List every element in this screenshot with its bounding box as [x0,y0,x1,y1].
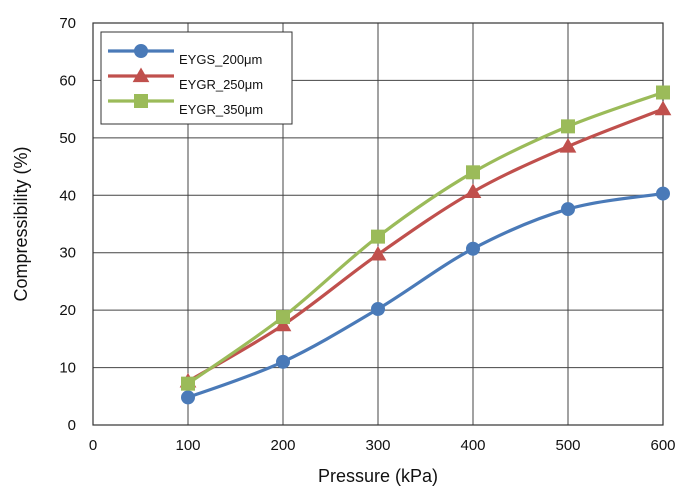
y-tick-label: 60 [59,72,76,89]
series-2 [181,85,670,391]
y-tick-label: 20 [59,302,76,319]
series-line-2 [186,90,665,386]
plot-area-frame [92,22,664,426]
data-point-2-3 [466,165,480,180]
legend-swatch-marker-0 [134,44,148,58]
series-line-0 [186,191,665,400]
data-point-1-3 [464,183,482,198]
legend-label-1: EYGR_250μm [179,77,263,92]
data-point-2-1 [276,310,290,325]
x-tick-label: 400 [460,437,485,454]
y-tick-label: 40 [59,187,76,204]
legend: EYGS_200μm EYGR_250μm EYGR_350μm [100,31,293,125]
y-tick-label: 30 [59,245,76,262]
series-0 [181,186,670,405]
data-point-2-0 [181,376,195,391]
x-axis-ticks: 0 100 200 300 400 500 600 [89,437,676,454]
x-axis-title: Pressure (kPa) [318,466,438,486]
data-point-1-2 [369,245,387,261]
legend-box [100,31,293,125]
x-tick-label: 600 [650,437,675,454]
data-point-2-2 [371,229,385,244]
data-point-2-4 [561,119,575,134]
data-point-0-0 [181,390,195,405]
x-tick-label: 0 [89,437,97,454]
data-point-1-4 [559,137,577,153]
x-tick-label: 300 [365,437,390,454]
data-point-0-2 [371,301,385,316]
data-point-1-5 [654,100,672,116]
legend-swatch-marker-2 [134,94,148,108]
y-tick-label: 0 [68,417,76,434]
series-1 [179,100,672,388]
data-point-1-1 [274,316,292,332]
data-point-0-3 [466,241,480,256]
x-tick-label: 500 [555,437,580,454]
x-tick-label: 100 [175,437,200,454]
y-tick-label: 70 [59,15,76,32]
y-axis-title: Compressibility (%) [11,146,31,301]
data-point-2-5 [656,85,670,100]
data-point-0-5 [656,186,670,201]
x-tick-label: 200 [270,437,295,454]
series-layer [179,85,672,405]
data-point-0-4 [561,202,575,217]
legend-label-2: EYGR_350μm [179,102,263,117]
legend-swatch-marker-1 [132,67,150,83]
y-axis-ticks: 0 10 20 30 40 50 60 70 [59,15,76,434]
legend-label-0: EYGS_200μm [179,52,262,67]
y-tick-label: 10 [59,360,76,377]
data-point-0-1 [276,354,290,369]
y-tick-label: 50 [59,130,76,147]
series-line-1 [186,107,665,383]
